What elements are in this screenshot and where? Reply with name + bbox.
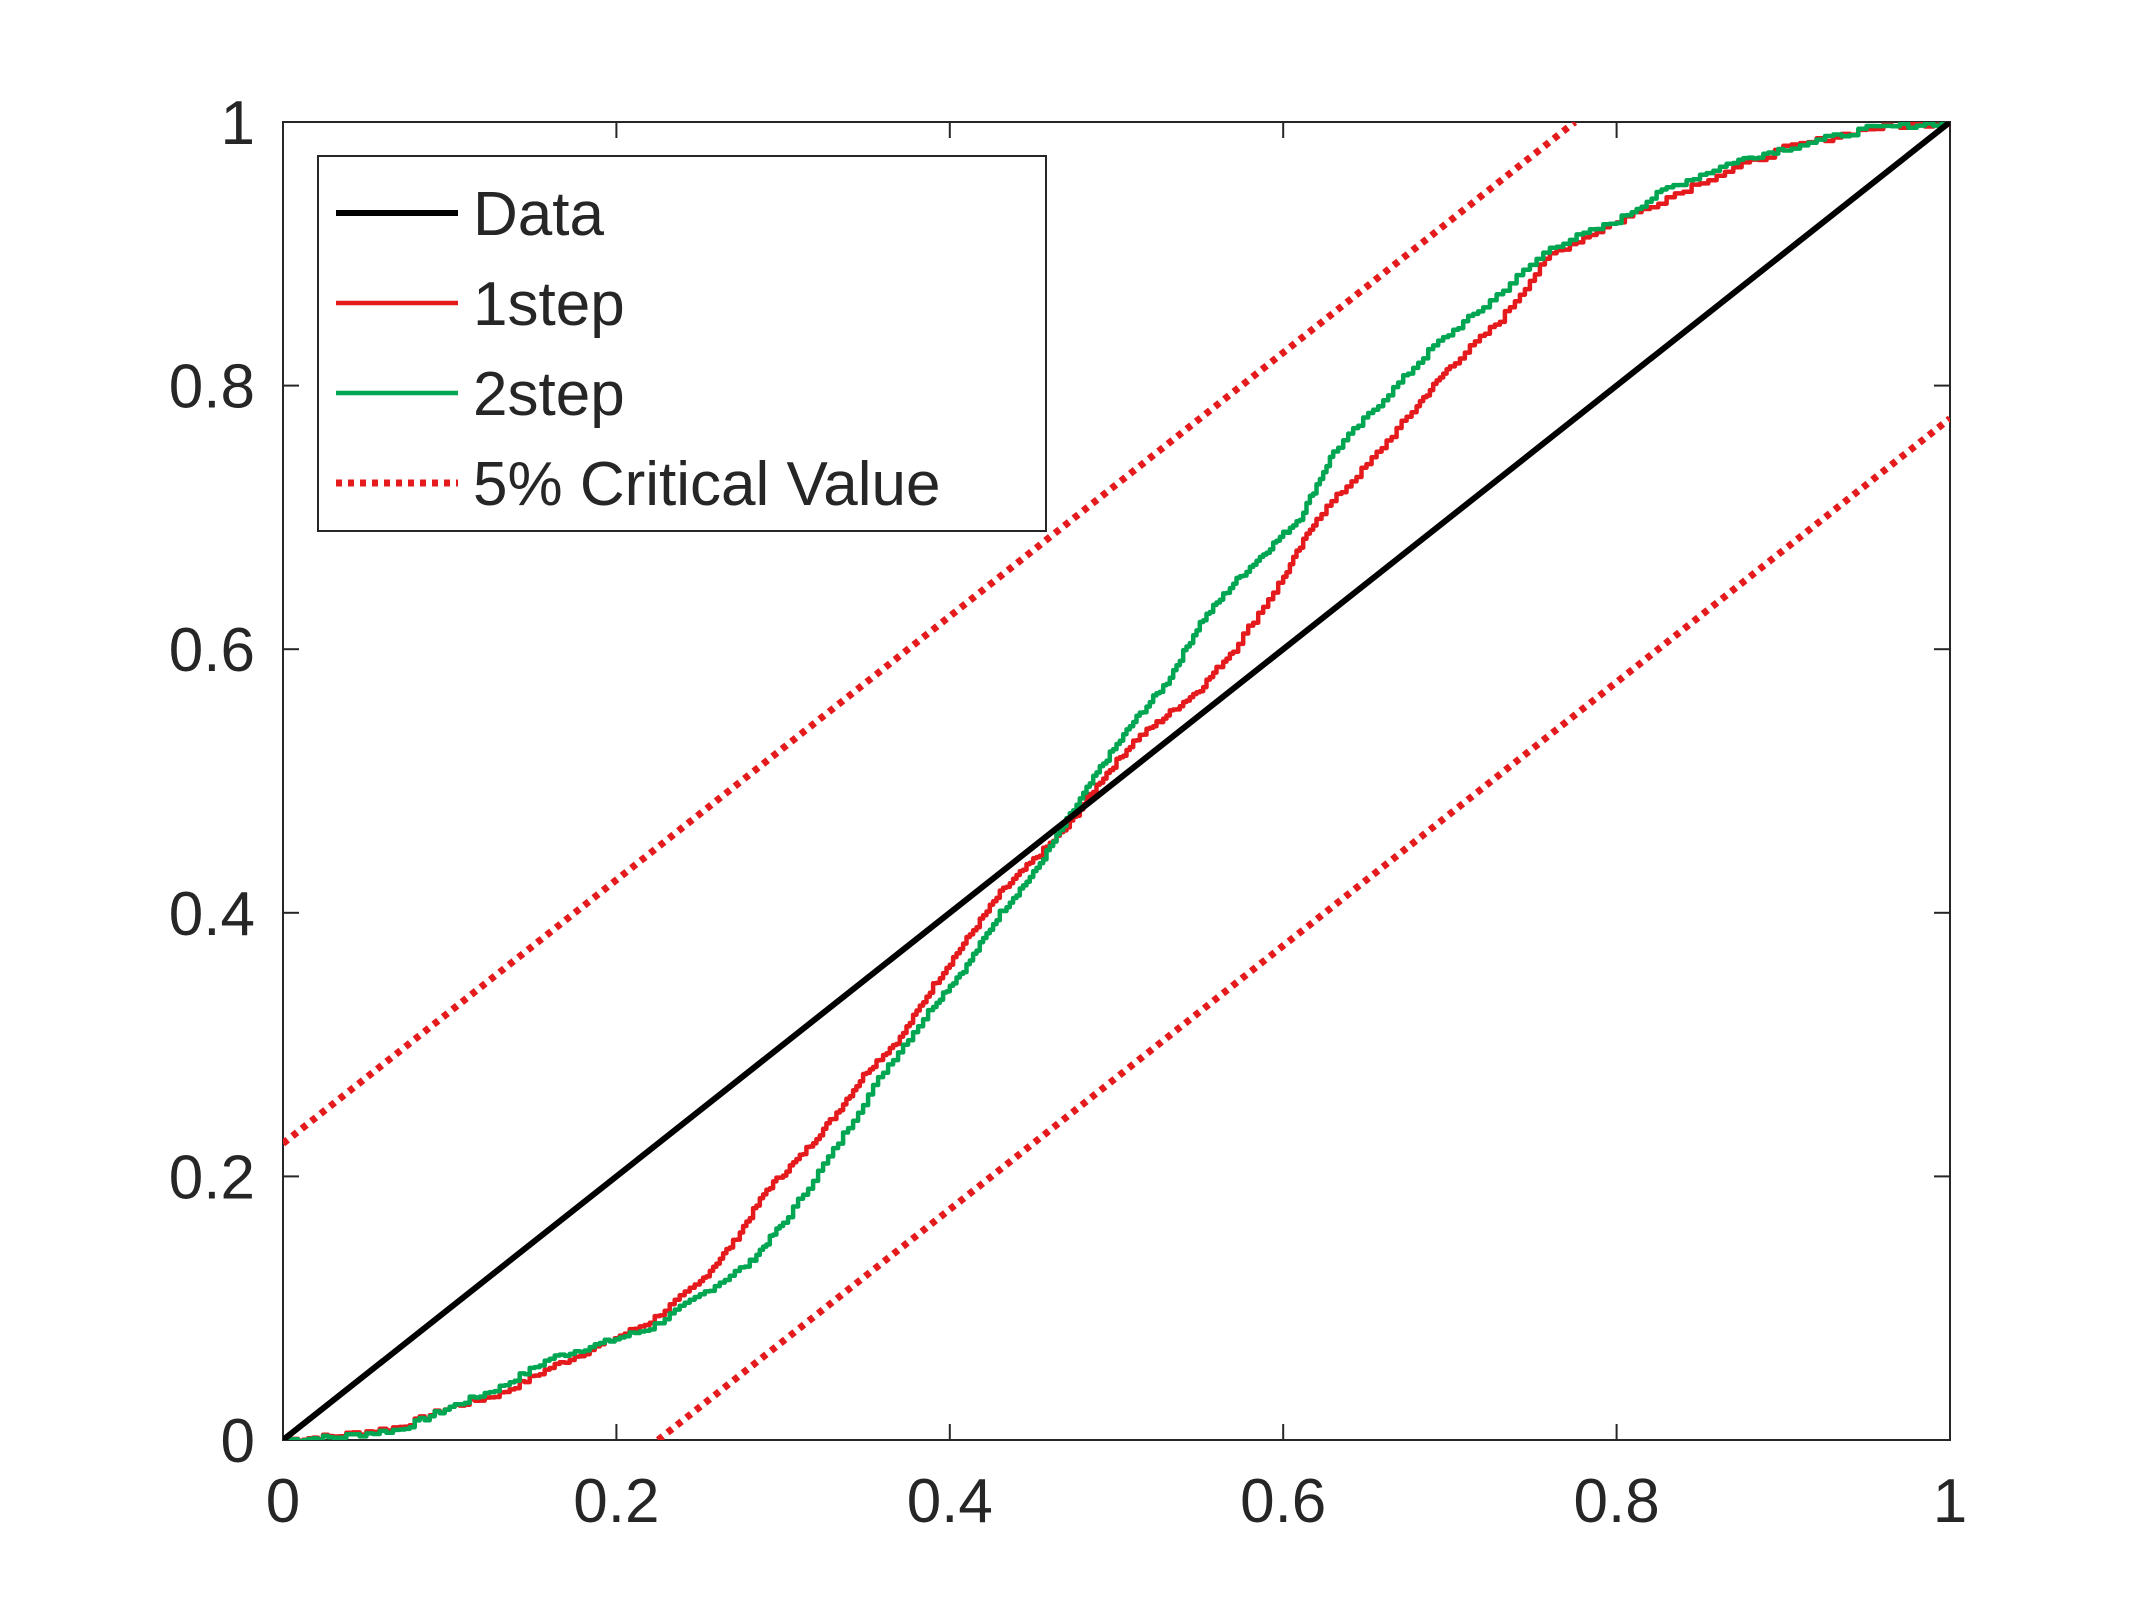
- series-line-5-critical-value-0: [283, 122, 1578, 1147]
- series-line-2step: [283, 122, 1950, 1440]
- x-tick-label: 0.4: [907, 1467, 993, 1536]
- y-tick-label: 0.2: [169, 1143, 255, 1212]
- legend-label: 5% Critical Value: [473, 450, 940, 519]
- series-layer: [283, 122, 1950, 1440]
- x-tick-label: 0.8: [1573, 1467, 1659, 1536]
- y-tick-label: 0: [221, 1407, 255, 1476]
- legend: Data 1step 2step 5% Critical Value: [317, 155, 1047, 532]
- x-tick-label: 0.6: [1240, 1467, 1326, 1536]
- ticks-layer: 0 0.2 0.4 0.6 0.8 1 0 0.2 0.4 0.6 0.8 1: [169, 89, 1967, 1536]
- legend-label: Data: [473, 180, 604, 249]
- y-tick-label: 0.8: [169, 353, 255, 422]
- series-line-data: [283, 122, 1950, 1440]
- series-line-5-critical-value-1: [655, 415, 1950, 1440]
- x-tick-label: 0.2: [573, 1467, 659, 1536]
- legend-label: 1step: [473, 270, 625, 339]
- y-tick-label: 0.6: [169, 616, 255, 685]
- legend-label: 2step: [473, 360, 625, 429]
- y-tick-label: 0.4: [169, 880, 255, 949]
- legend-box: [317, 155, 1047, 532]
- y-tick-label: 1: [221, 89, 255, 158]
- x-tick-label: 1: [1933, 1467, 1967, 1536]
- x-tick-label: 0: [266, 1467, 300, 1536]
